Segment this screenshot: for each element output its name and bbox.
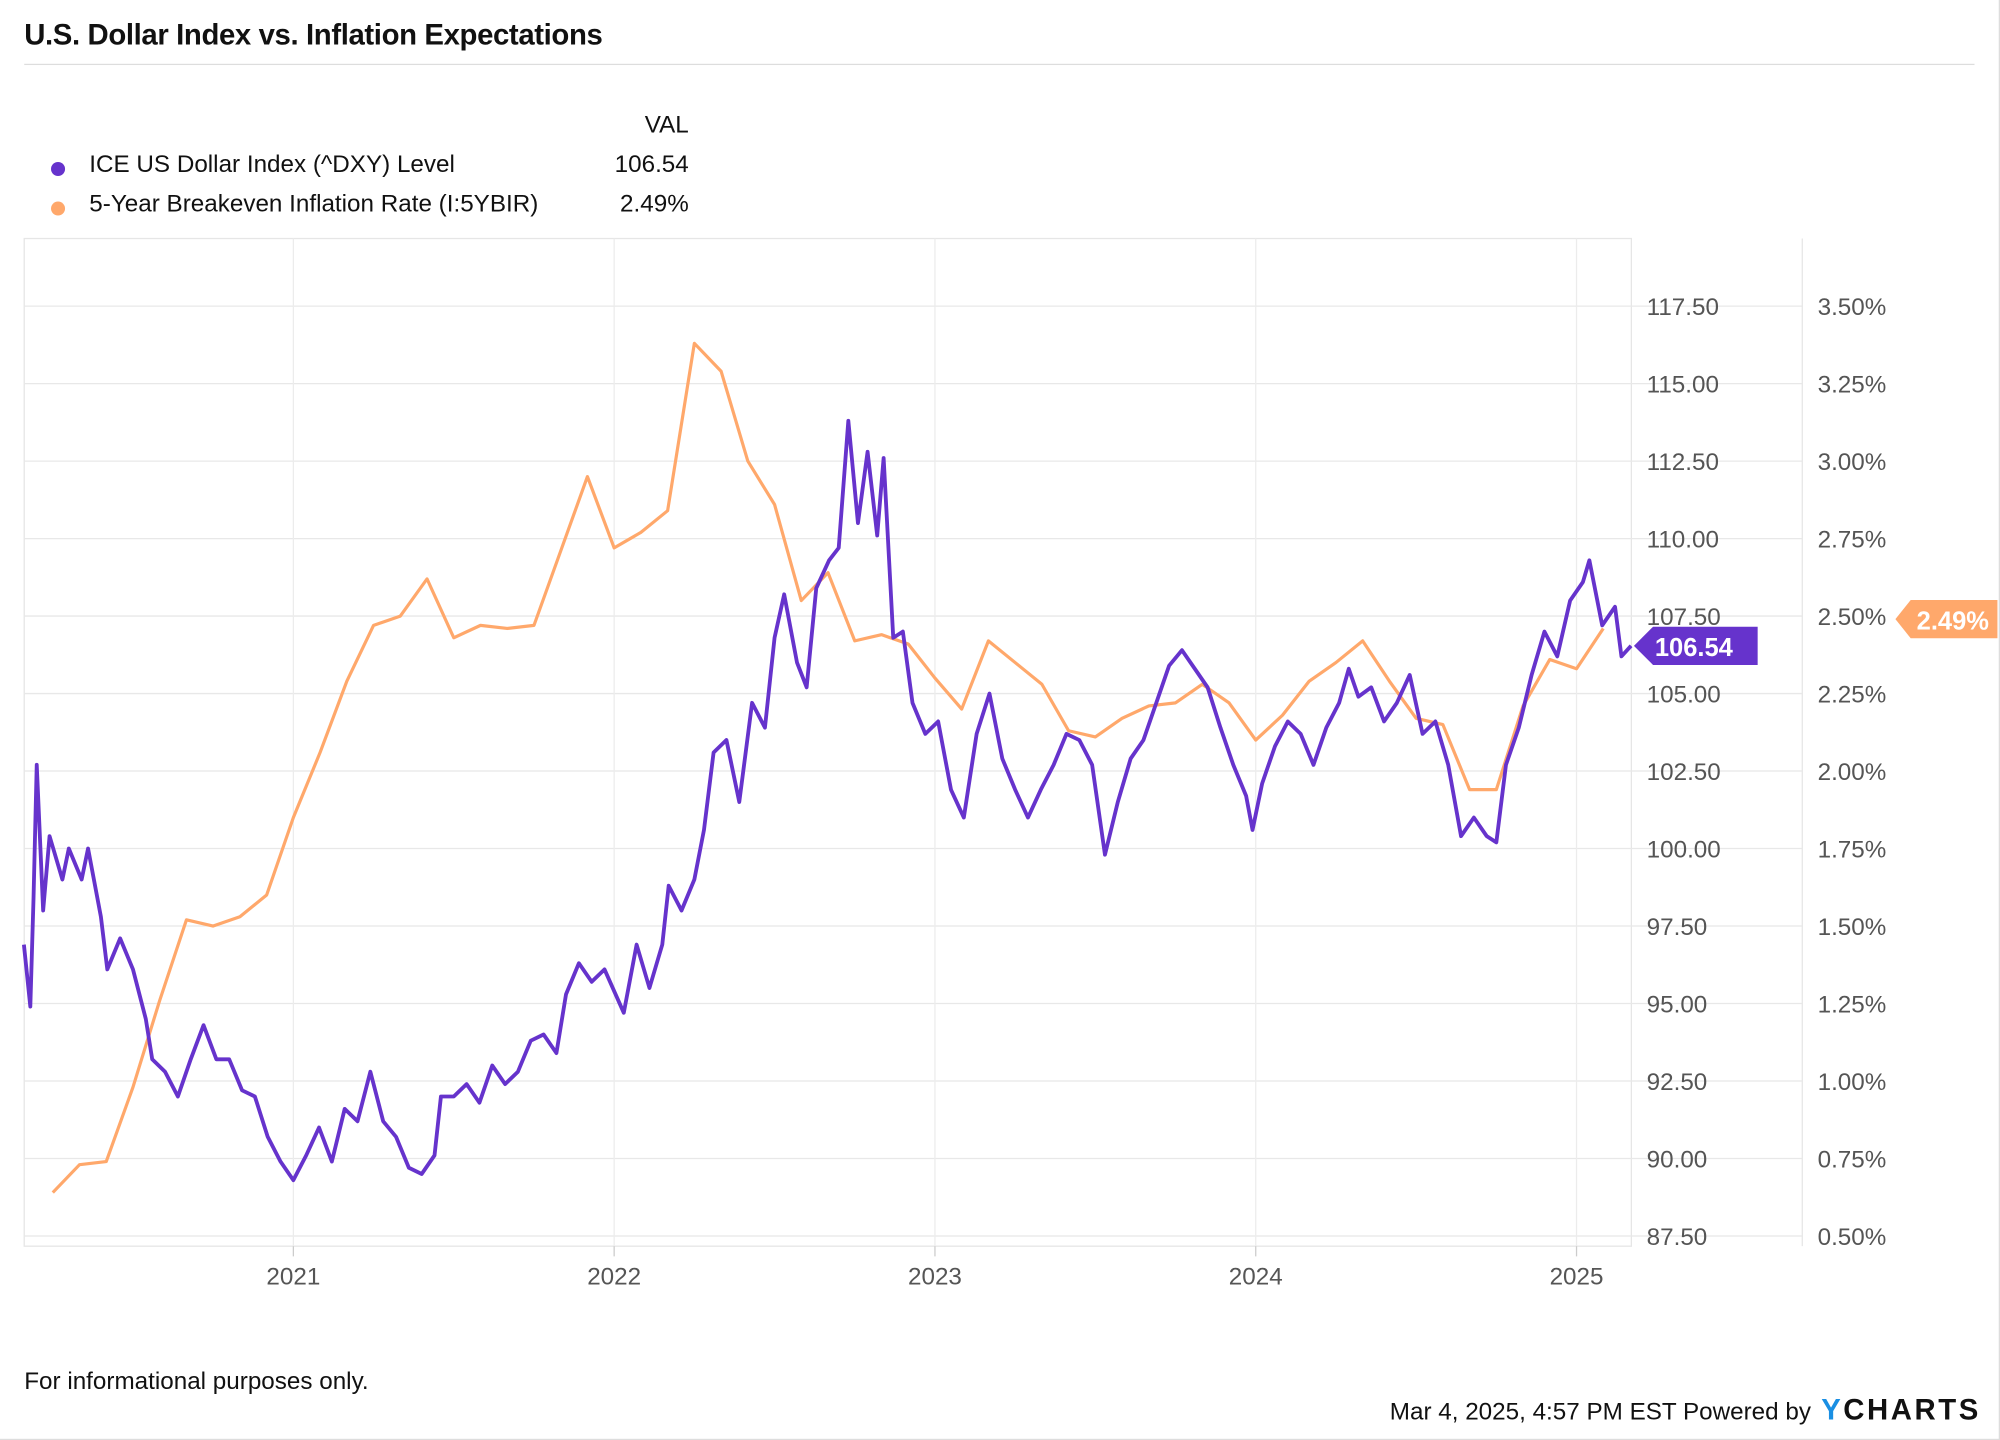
x-axis-tick-label: 2024	[1229, 1263, 1283, 1290]
right-axis-tick-label: 0.50%	[1818, 1224, 1887, 1251]
left-axis-tick-label: 90.00	[1647, 1146, 1708, 1173]
breakeven-inflation-line	[51, 341, 1605, 1194]
dxy-dot-icon	[51, 161, 66, 177]
left-axis-tick-label: 112.50	[1647, 449, 1719, 476]
right-axis-tick-label: 1.50%	[1818, 914, 1887, 941]
legend-value-header: VAL	[644, 112, 689, 140]
legend: VAL ICE US Dollar Index (^DXY) Level 106…	[51, 112, 689, 240]
x-axis-tick-label: 2025	[1550, 1263, 1604, 1290]
legend-item-dxy[interactable]: ICE US Dollar Index (^DXY) Level 106.54	[51, 152, 689, 183]
breakeven-dot-icon	[51, 201, 66, 216]
breakeven-last-value-label: 2.49%	[1917, 607, 1989, 635]
legend-label: 5-Year Breakeven Inflation Rate (I:5YBIR…	[89, 191, 539, 219]
dxy-last-value-label: 106.54	[1655, 634, 1734, 662]
right-axis-tick-label: 2.00%	[1818, 759, 1887, 786]
left-axis-tick-label: 92.50	[1647, 1069, 1708, 1096]
right-axis-tick-label: 3.25%	[1818, 372, 1887, 399]
left-axis-tick-label: 110.00	[1647, 527, 1719, 554]
ycharts-logo[interactable]: YCHARTS	[1821, 1392, 1981, 1427]
legend-item-breakeven[interactable]: 5-Year Breakeven Inflation Rate (I:5YBIR…	[51, 191, 689, 222]
chart-title: U.S. Dollar Index vs. Inflation Expectat…	[24, 17, 603, 52]
left-axis-tick-label: 107.50	[1647, 604, 1721, 631]
legend-label: ICE US Dollar Index (^DXY) Level	[89, 151, 455, 179]
left-axis-tick-label: 95.00	[1647, 991, 1708, 1018]
dollar-index-line	[21, 418, 1633, 1183]
left-axis-tick-label: 97.50	[1647, 914, 1708, 941]
x-axis-tick-label: 2021	[266, 1263, 320, 1290]
left-axis-tick-label: 115.00	[1647, 372, 1719, 399]
right-axis-tick-label: 2.25%	[1818, 681, 1887, 708]
right-axis-tick-label: 3.00%	[1818, 449, 1887, 476]
right-axis-tick-label: 1.75%	[1818, 836, 1887, 863]
title-divider	[24, 63, 1975, 66]
breakeven-last-value-tag	[1895, 600, 1998, 639]
x-axis-tick-label: 2022	[587, 1263, 641, 1290]
footer-attribution: Mar 4, 2025, 4:57 PM EST Powered by YCHA…	[1390, 1393, 1981, 1427]
plot-frame	[23, 237, 1633, 1247]
right-axis-tick-label: 2.50%	[1818, 604, 1887, 631]
right-axis-tick-label: 1.25%	[1818, 991, 1887, 1018]
x-axis-tick-label: 2023	[908, 1263, 962, 1290]
left-axis-tick-label: 105.00	[1647, 681, 1721, 708]
left-axis-tick-label: 117.50	[1647, 294, 1719, 321]
dxy-last-value-tag	[1633, 626, 1758, 665]
left-axis-tick-label: 87.50	[1647, 1224, 1708, 1251]
timestamp: Mar 4, 2025, 4:57 PM EST Powered by	[1389, 1399, 1811, 1427]
disclaimer: For informational purposes only.	[24, 1368, 369, 1396]
left-axis-tick-label: 102.50	[1647, 759, 1721, 786]
right-axis-tick-label: 2.75%	[1818, 527, 1887, 554]
right-axis-tick-label: 1.00%	[1818, 1069, 1887, 1096]
legend-value: 106.54	[614, 151, 689, 179]
right-axis-tick-label: 0.75%	[1818, 1146, 1887, 1173]
legend-value: 2.49%	[620, 191, 689, 219]
left-axis-tick-label: 100.00	[1647, 836, 1721, 863]
right-axis-tick-label: 3.50%	[1818, 294, 1887, 321]
